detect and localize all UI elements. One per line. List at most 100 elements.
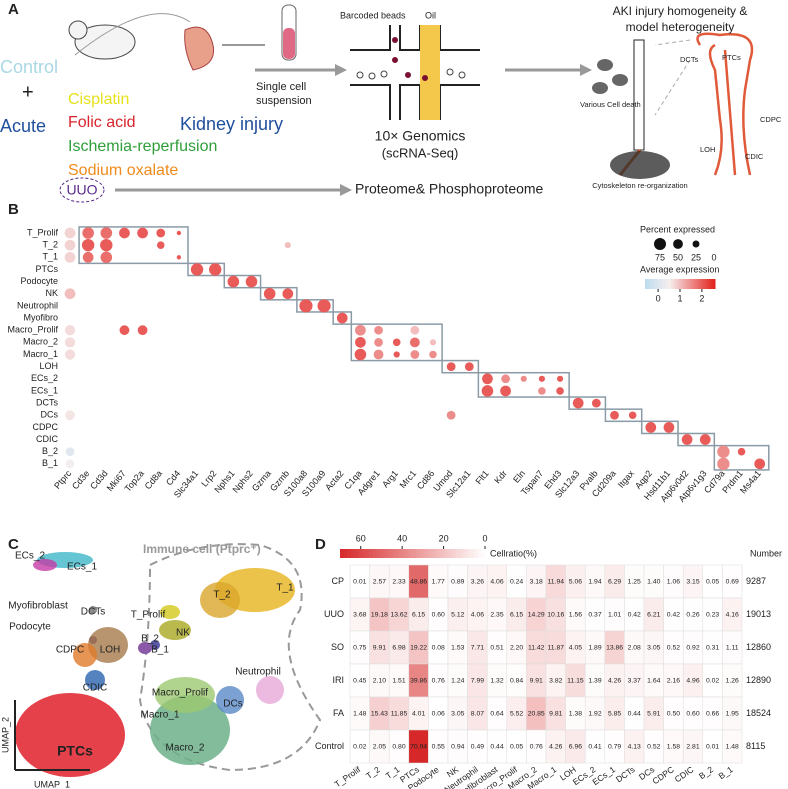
dot [299, 299, 313, 313]
size-key-label: 0 [711, 252, 716, 262]
cell-value: 0.37 [588, 611, 601, 618]
row-label: CP [331, 576, 344, 586]
kidney-injury: Kidney injury [180, 114, 283, 134]
cell-value: 11.87 [548, 644, 565, 651]
cell-value: 1.53 [451, 644, 464, 651]
dot [64, 251, 76, 263]
colorbar-step [394, 549, 399, 558]
row-label: Myofibro [23, 312, 58, 322]
cell-value: 0.41 [588, 743, 601, 750]
cluster-label: Macro_2 [166, 743, 205, 754]
cell-value: 1.51 [392, 677, 405, 684]
nephron-label: PTCs [722, 53, 741, 62]
colorbar-step [697, 279, 700, 289]
cell-value: 2.08 [628, 644, 641, 651]
panel-label: D [315, 536, 326, 553]
row-label: PTCs [36, 264, 59, 274]
row-number: 18524 [746, 708, 771, 718]
cell-value: 3.82 [549, 677, 562, 684]
colorbar-step [703, 279, 706, 289]
cell-value: 15.43 [371, 710, 388, 717]
cell-value: 7.99 [471, 677, 484, 684]
colorbar-step [427, 549, 432, 558]
cell-value: 5.85 [608, 710, 621, 717]
cell-value: 0.94 [451, 743, 464, 750]
cell-value: 6.29 [608, 578, 621, 585]
cell-value: 4.16 [726, 611, 739, 618]
gene-label: Mrc1 [398, 468, 419, 490]
cell-value: 0.42 [667, 611, 680, 618]
colorbar-step [383, 549, 388, 558]
gene-label: Ptprc [52, 468, 73, 491]
cell-value: 3.18 [530, 578, 543, 585]
cell-value: 9.81 [549, 710, 562, 717]
dot [81, 238, 95, 252]
cell-value: 0.52 [647, 743, 660, 750]
colorbar-step [645, 279, 648, 289]
colorbar-step [347, 549, 352, 558]
model: Ischemia-reperfusion [68, 138, 217, 155]
cluster-box [187, 262, 226, 277]
row-number: 12860 [746, 642, 771, 652]
cell-value: 3.05 [451, 710, 464, 717]
cell-value: 2.81 [686, 743, 699, 750]
cell-value: 0.66 [706, 710, 719, 717]
dot [717, 445, 730, 458]
gene-label: Itgax [616, 468, 637, 490]
nephron-label: CDPC [760, 115, 782, 124]
cell-value: 4.01 [412, 710, 425, 717]
dot [754, 458, 766, 470]
cell-value: 1.11 [726, 644, 739, 651]
colorbar-step [430, 549, 435, 558]
cell-value: 1.25 [628, 578, 641, 585]
dot [482, 373, 493, 385]
nephron-label: LOH [700, 145, 715, 154]
cell-value: 2.10 [373, 677, 386, 684]
cell-value: 5.12 [451, 611, 464, 618]
colorbar-step [659, 279, 662, 289]
cell-value: 4.26 [608, 677, 621, 684]
cell-value: 2.05 [373, 743, 386, 750]
colorbar-step [419, 549, 424, 558]
dot [245, 275, 258, 288]
colorbar-step [711, 279, 714, 289]
cell-value: 20.85 [528, 710, 545, 717]
cell-value: 11.85 [391, 710, 408, 717]
dot [355, 336, 366, 348]
dot [65, 410, 75, 421]
cell-value: 2.35 [490, 611, 503, 618]
cell-value: 4.05 [569, 644, 582, 651]
cell-value: 0.69 [726, 578, 739, 585]
size-key-label: 50 [673, 252, 683, 262]
dot [119, 227, 130, 239]
cluster-label: ECs_2 [15, 551, 45, 562]
cell-value: 1.58 [667, 743, 680, 750]
cell-value: 1.24 [451, 677, 464, 684]
colorbar-step [340, 549, 345, 558]
cell-value: 5.91 [647, 710, 660, 717]
dot [610, 410, 619, 420]
colorbar-step [653, 279, 656, 289]
dot [681, 434, 693, 445]
colorbar-title: Cellratio(%) [490, 548, 537, 558]
gene-label: Arg1 [380, 468, 400, 489]
cell-value: 3.05 [647, 644, 660, 651]
size-key [654, 238, 666, 250]
colorbar-step [412, 549, 417, 558]
dot [137, 325, 148, 336]
dot [156, 241, 165, 249]
cell-value: 4.13 [628, 743, 641, 750]
colorbar-step [705, 279, 708, 289]
dot [119, 325, 130, 336]
colorbar-step [679, 279, 682, 289]
row-number: 12890 [746, 675, 771, 685]
colorbar-step [372, 549, 377, 558]
colorbar-step [405, 549, 410, 558]
colorbar-step [657, 279, 660, 289]
colorbar-step [358, 549, 363, 558]
cluster-label: T_2 [213, 590, 231, 601]
legend-title: Average expression [640, 264, 719, 274]
row-label: T_2 [42, 240, 58, 250]
cell-value: 1.40 [647, 578, 660, 585]
row-number: 19013 [746, 609, 771, 619]
